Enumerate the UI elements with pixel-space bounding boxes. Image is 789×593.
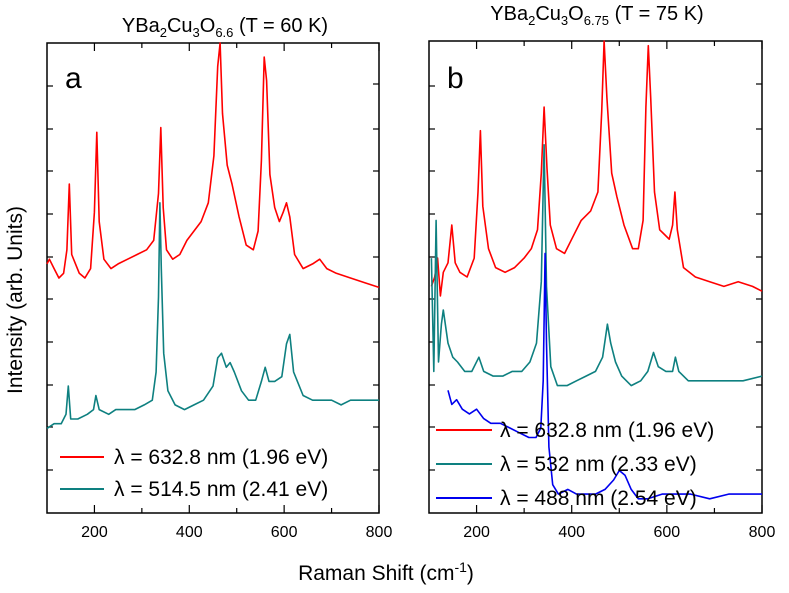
panel-a-letter: a [65,62,82,95]
x-tick-label: 400 [558,524,585,541]
x-tick-label: 600 [271,524,298,541]
panel-a: YBa2Cu3O6.6 (T = 60 K) a 200 400 600 800 λ … [46,15,392,541]
panel-a-legend: λ = 632.8 nm (1.96 eV) λ = 514.5 nm (2.41… [60,446,328,501]
panel-b-legend-label-1: λ = 632.8 nm (1.96 eV) [500,419,714,442]
panel-b-frame [428,40,763,514]
panel-b-series-2-line [430,144,763,387]
panel-a-title: YBa2Cu3O6.6 (T = 60 K) [122,15,328,40]
x-tick-label: 400 [176,524,203,541]
panel-b-series-1-line [430,40,763,297]
x-tick-label: 800 [749,524,776,541]
panel-a-ticks: 200 400 600 800 [47,43,392,541]
y-axis-label: Intensity (arb. Units) [4,206,27,394]
panel-b-ticks: 200 400 600 800 [429,41,775,541]
x-tick-label: 600 [654,524,681,541]
x-tick-label: 200 [81,524,108,541]
panel-a-legend-label-1: λ = 632.8 nm (1.96 eV) [114,446,328,469]
x-axis-label: Raman Shift (cm-1) [298,559,474,585]
panel-a-legend-label-2: λ = 514.5 nm (2.41 eV) [114,478,328,501]
panel-a-series-1-line [46,42,380,289]
panel-b: YBa2Cu3O6.75 (T = 75 K) b 200 400 600 800 λ… [428,3,775,541]
panel-a-frame [46,42,380,514]
x-tick-label: 200 [463,524,490,541]
panel-b-letter: b [447,62,464,95]
panel-b-legend-label-3: λ = 488 nm (2.54 eV) [500,487,697,510]
panel-b-series [430,40,763,500]
panel-a-series [46,42,380,430]
panel-b-series-3-line [447,252,762,500]
x-tick-label: 800 [366,524,393,541]
panel-b-legend: λ = 632.8 nm (1.96 eV) λ = 532 nm (2.33 e… [436,419,714,510]
panel-b-title: YBa2Cu3O6.75 (T = 75 K) [490,3,703,28]
panel-a-series-2-line [46,202,379,430]
panel-b-legend-label-2: λ = 532 nm (2.33 eV) [500,453,697,476]
